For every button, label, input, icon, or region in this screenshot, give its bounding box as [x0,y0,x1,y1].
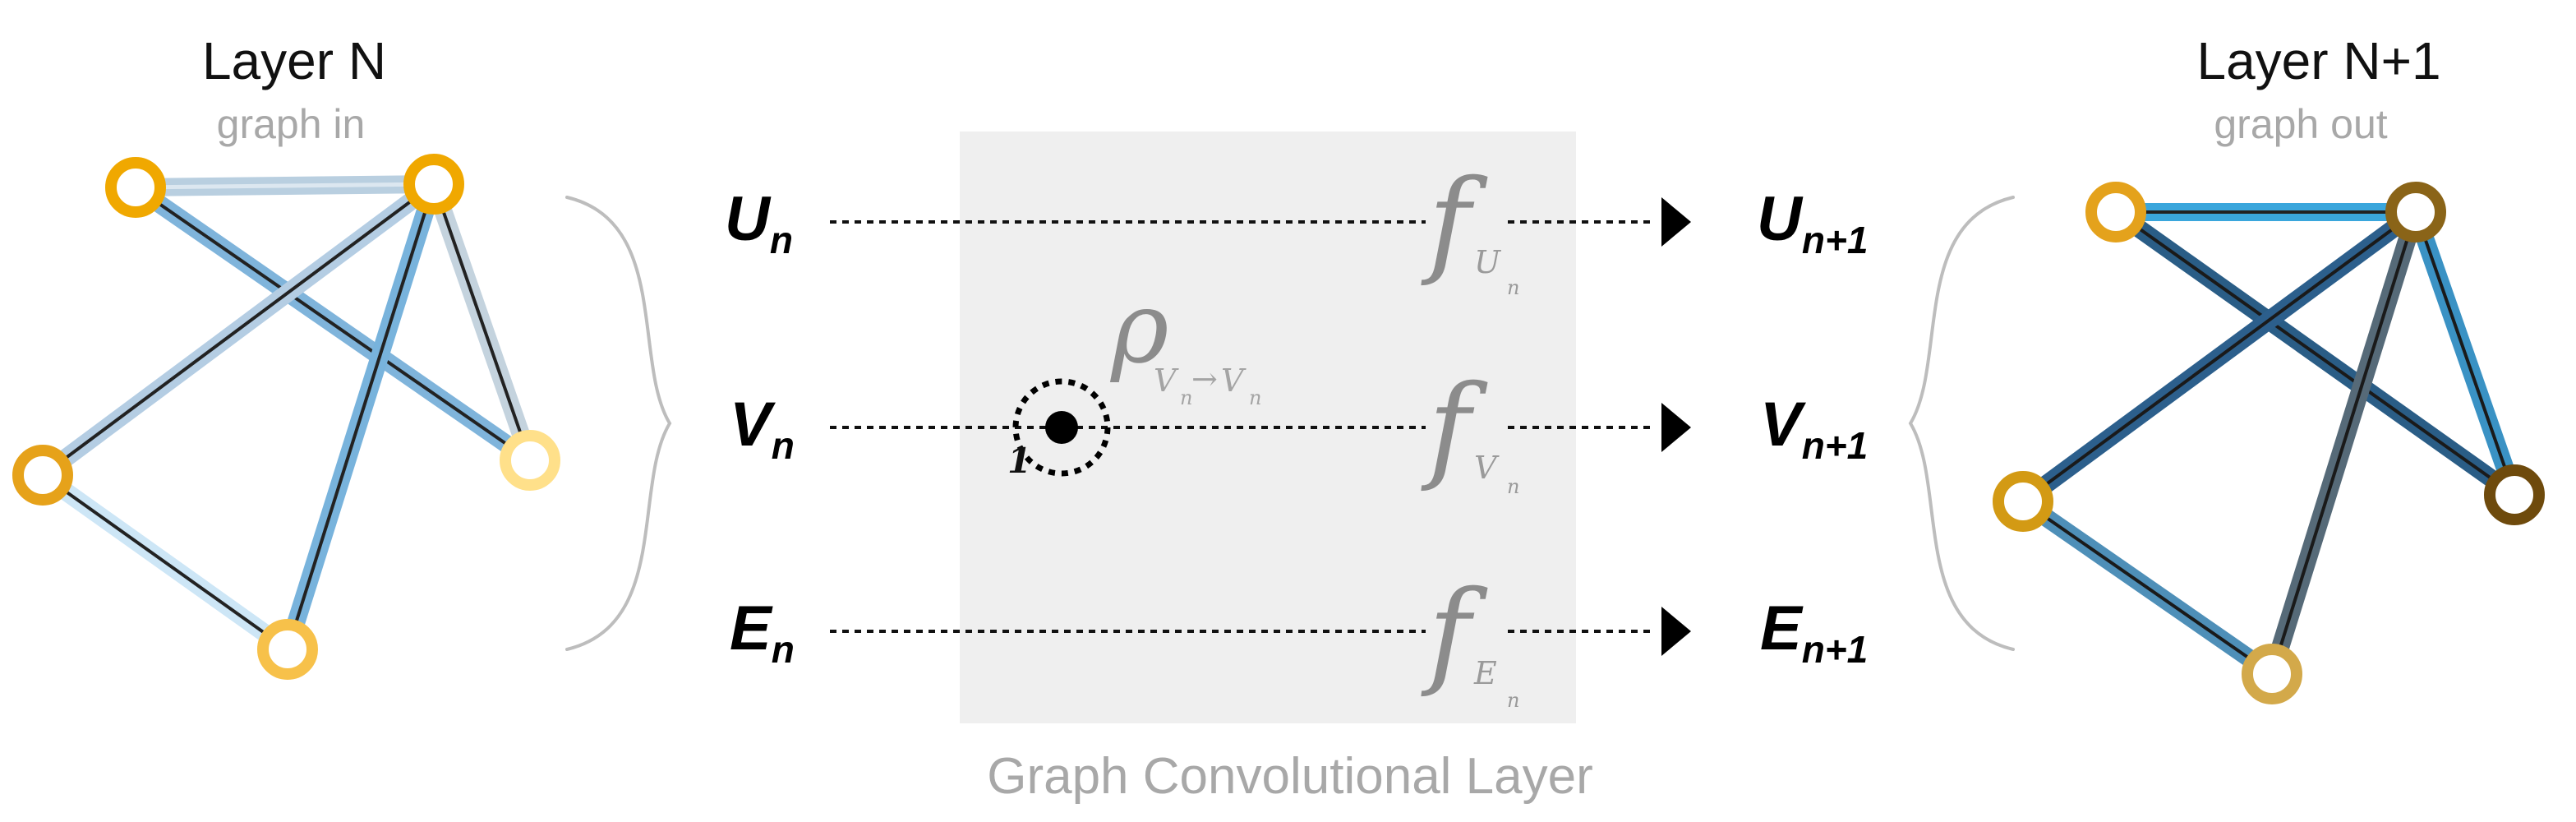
right-brace [1908,196,2015,651]
right-node-2 [2385,182,2446,242]
svg-text:n: n [1507,475,1519,498]
right-graph [1993,182,2545,704]
output-label-v: Vn+1 [1760,390,1868,467]
right-graph-title: Layer N+1 [2196,31,2440,90]
svg-text:V: V [1474,450,1500,486]
left-node-5 [257,619,318,680]
left-edge-top [127,175,443,196]
function-v: f V n [1421,361,1519,510]
function-u: f U n [1421,155,1519,304]
svg-text:V: V [1221,363,1247,399]
left-node-2 [403,154,464,215]
left-graph [12,154,560,680]
left-graph-subtitle: graph in [217,101,366,147]
aggregator-count: 1 [1007,441,1031,481]
svg-text:E: E [1473,655,1497,691]
aggregator-node: 1 [1007,378,1111,481]
arrowhead-v [1661,403,1691,452]
left-edge-d [425,175,539,469]
layer-label: Graph Convolutional Layer [987,748,1593,805]
right-edge-c [2263,203,2425,683]
right-node-4 [2484,464,2545,525]
aggregator: ρ V n → V n [1109,271,1261,409]
left-edge-c [279,175,443,658]
output-label-u: Un+1 [1757,184,1868,261]
input-label-v: Vn [730,390,795,467]
right-node-3 [1993,471,2053,532]
left-graph-title: Layer N [202,31,386,90]
svg-text:U: U [1474,244,1502,280]
input-label-u: Un [725,184,793,261]
svg-text:ρ: ρ [1109,271,1169,386]
svg-text:n: n [1249,386,1261,409]
svg-text:V: V [1154,363,1179,399]
left-edge-a [127,178,539,469]
left-node-3 [12,445,73,506]
svg-text:n: n [1180,386,1192,409]
left-edge-b [34,175,443,484]
arrowhead-e [1661,607,1691,656]
input-label-e: En [730,593,795,671]
right-edge-e [2014,492,2281,683]
left-node-1 [105,157,166,218]
right-node-5 [2242,644,2302,704]
right-edge-a [2107,203,2523,504]
svg-text:n: n [1507,276,1519,299]
function-e: f E n [1421,566,1519,715]
output-label-e: En+1 [1760,593,1868,671]
svg-text:n: n [1507,689,1519,712]
left-brace [565,196,672,651]
svg-text:→: → [1191,361,1218,397]
right-node-1 [2085,182,2146,242]
right-graph-subtitle: graph out [2214,101,2387,147]
right-edge-b [2014,203,2425,510]
arrowhead-u [1661,197,1691,247]
right-edge-d [2407,203,2523,504]
left-node-4 [500,430,560,491]
left-edge-e [34,466,297,658]
